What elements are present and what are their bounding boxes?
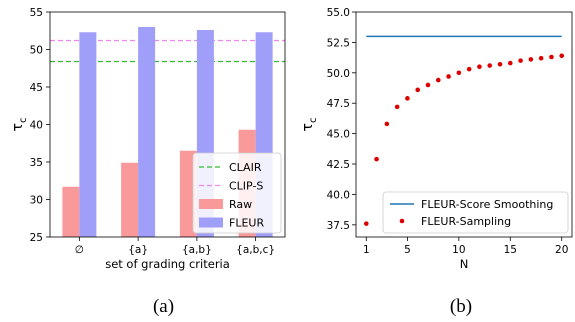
- caption-a: (a): [153, 296, 174, 317]
- x-tick-label-b-1: 5: [404, 244, 411, 256]
- legend-a-label-raw: Raw: [229, 198, 252, 211]
- legend-b-swatch-sampling: [399, 218, 405, 224]
- y-tick-label-b-3: 45.0: [327, 129, 350, 141]
- x-tick-label-b-3: 15: [504, 244, 517, 256]
- y-axis-label-b: τc: [300, 118, 319, 132]
- legend-b-label-sampling: FLEUR-Sampling: [421, 215, 511, 228]
- legend-a-label-clip-s: CLIP-S: [229, 180, 263, 193]
- legend-a-swatch-fleur: [199, 217, 223, 228]
- y-axis-label-a: τc: [10, 118, 29, 132]
- bar-raw-0: [62, 186, 80, 237]
- point-fleur-sampling-13: [497, 61, 503, 67]
- x-tick-label-a-2: {a,b}: [182, 244, 212, 256]
- point-fleur-sampling-8: [446, 74, 451, 79]
- legend-b-label-smoothing: FLEUR-Score Smoothing: [421, 198, 553, 211]
- y-tick-label-a-2: 35: [30, 157, 43, 169]
- caption-b: (b): [450, 296, 472, 317]
- legend-a: [192, 152, 282, 234]
- x-tick-label-a-1: {a}: [128, 244, 148, 256]
- y-axis-label-b-text: τc: [300, 118, 319, 132]
- x-axis-label-b: N: [460, 257, 469, 271]
- point-fleur-sampling-0: [363, 221, 369, 226]
- y-tick-label-b-1: 40.0: [327, 189, 350, 201]
- y-tick-label-b-5: 50.0: [327, 68, 350, 80]
- bar-fleur-0: [79, 32, 97, 237]
- point-fleur-sampling-12: [487, 63, 493, 68]
- y-axis-label-a-text: τc: [10, 118, 29, 132]
- y-tick-label-b-0: 37.5: [327, 220, 350, 232]
- point-fleur-sampling-16: [528, 57, 534, 62]
- point-fleur-sampling-5: [415, 87, 421, 93]
- legend-a-label-clair: CLAIR: [229, 161, 262, 174]
- point-fleur-sampling-18: [549, 54, 554, 60]
- point-fleur-sampling-17: [538, 55, 544, 61]
- point-fleur-sampling-14: [507, 60, 513, 66]
- point-fleur-sampling-1: [374, 156, 379, 162]
- y-tick-label-a-5: 50: [30, 45, 43, 57]
- point-fleur-sampling-2: [384, 121, 390, 127]
- y-tick-label-a-4: 45: [30, 82, 43, 94]
- legend-a-swatch-raw: [199, 199, 223, 209]
- x-tick-label-b-4: 20: [555, 244, 568, 256]
- point-fleur-sampling-9: [456, 70, 462, 76]
- y-tick-label-b-4: 47.5: [327, 98, 350, 110]
- bar-raw-1: [121, 162, 139, 237]
- x-axis-label-a: set of grading criteria: [105, 257, 230, 271]
- point-fleur-sampling-4: [405, 96, 410, 101]
- y-tick-label-a-6: 55: [30, 7, 43, 19]
- x-tick-label-a-0: ∅: [75, 244, 84, 256]
- legend-b: [382, 191, 569, 234]
- y-tick-label-a-0: 25: [30, 232, 43, 244]
- point-fleur-sampling-3: [394, 104, 400, 110]
- y-tick-label-a-3: 40: [30, 120, 43, 132]
- y-tick-label-a-1: 30: [30, 195, 43, 207]
- point-fleur-sampling-15: [518, 58, 523, 63]
- legend-a-label-fleur: FLEUR: [229, 217, 264, 230]
- point-fleur-sampling-10: [466, 66, 472, 72]
- y-tick-label-b-2: 42.5: [327, 159, 350, 171]
- x-tick-label-b-2: 10: [452, 244, 465, 256]
- point-fleur-sampling-11: [477, 64, 482, 70]
- plot-frame-b: [355, 11, 573, 238]
- chart-a: 25 30 35 40 45 50 55 ∅ {a} {a,b} {a,b,c} set of gra…: [10, 7, 286, 317]
- point-fleur-sampling-6: [425, 82, 431, 88]
- y-tick-label-b-7: 55.0: [327, 7, 350, 19]
- y-tick-label-b-6: 52.5: [327, 37, 350, 49]
- point-fleur-sampling-7: [435, 77, 441, 83]
- x-tick-label-b-0: 1: [363, 244, 370, 256]
- x-tick-label-a-3: {a,b,c}: [236, 244, 275, 256]
- point-fleur-sampling-19: [559, 53, 565, 59]
- chart-b: 37.540.042.545.047.550.052.555.01 5 10 15 20…: [300, 7, 573, 317]
- bar-fleur-1: [138, 27, 156, 237]
